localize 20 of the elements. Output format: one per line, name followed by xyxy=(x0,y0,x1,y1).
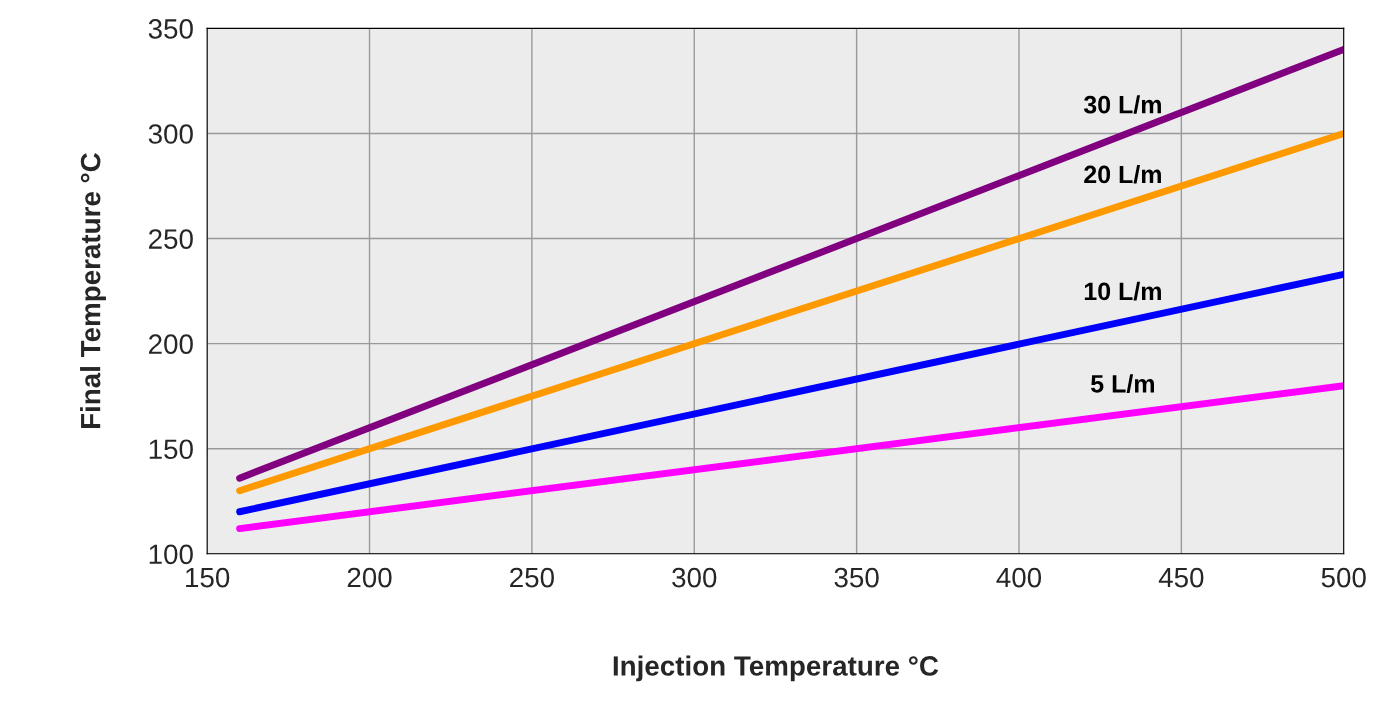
y-tick-label: 350 xyxy=(148,19,193,39)
x-tick-label: 350 xyxy=(834,567,879,588)
y-tick-label: 300 xyxy=(148,124,193,144)
y-tick-label: 100 xyxy=(149,544,193,565)
x-tick-label: 500 xyxy=(1321,567,1366,588)
x-tick-label: 400 xyxy=(996,567,1042,588)
x-tick-label: 300 xyxy=(672,567,717,588)
x-tick-label: 250 xyxy=(510,567,554,588)
series-label: 5 L/m xyxy=(1091,374,1154,393)
series-label: 20 L/m xyxy=(1084,164,1161,184)
x-axis-title: Injection Temperature °C xyxy=(613,655,939,682)
y-tick-label: 150 xyxy=(149,439,193,460)
x-tick-label: 150 xyxy=(186,567,230,588)
series-label: 30 L/m xyxy=(1083,95,1161,114)
x-tick-label: 450 xyxy=(1158,567,1204,588)
series-label: 10 L/m xyxy=(1084,281,1161,301)
y-tick-label: 250 xyxy=(149,229,193,249)
x-tick-label: 200 xyxy=(347,567,392,588)
y-axis-title: Final Temperature °C xyxy=(80,153,106,429)
y-tick-label: 200 xyxy=(149,334,193,354)
